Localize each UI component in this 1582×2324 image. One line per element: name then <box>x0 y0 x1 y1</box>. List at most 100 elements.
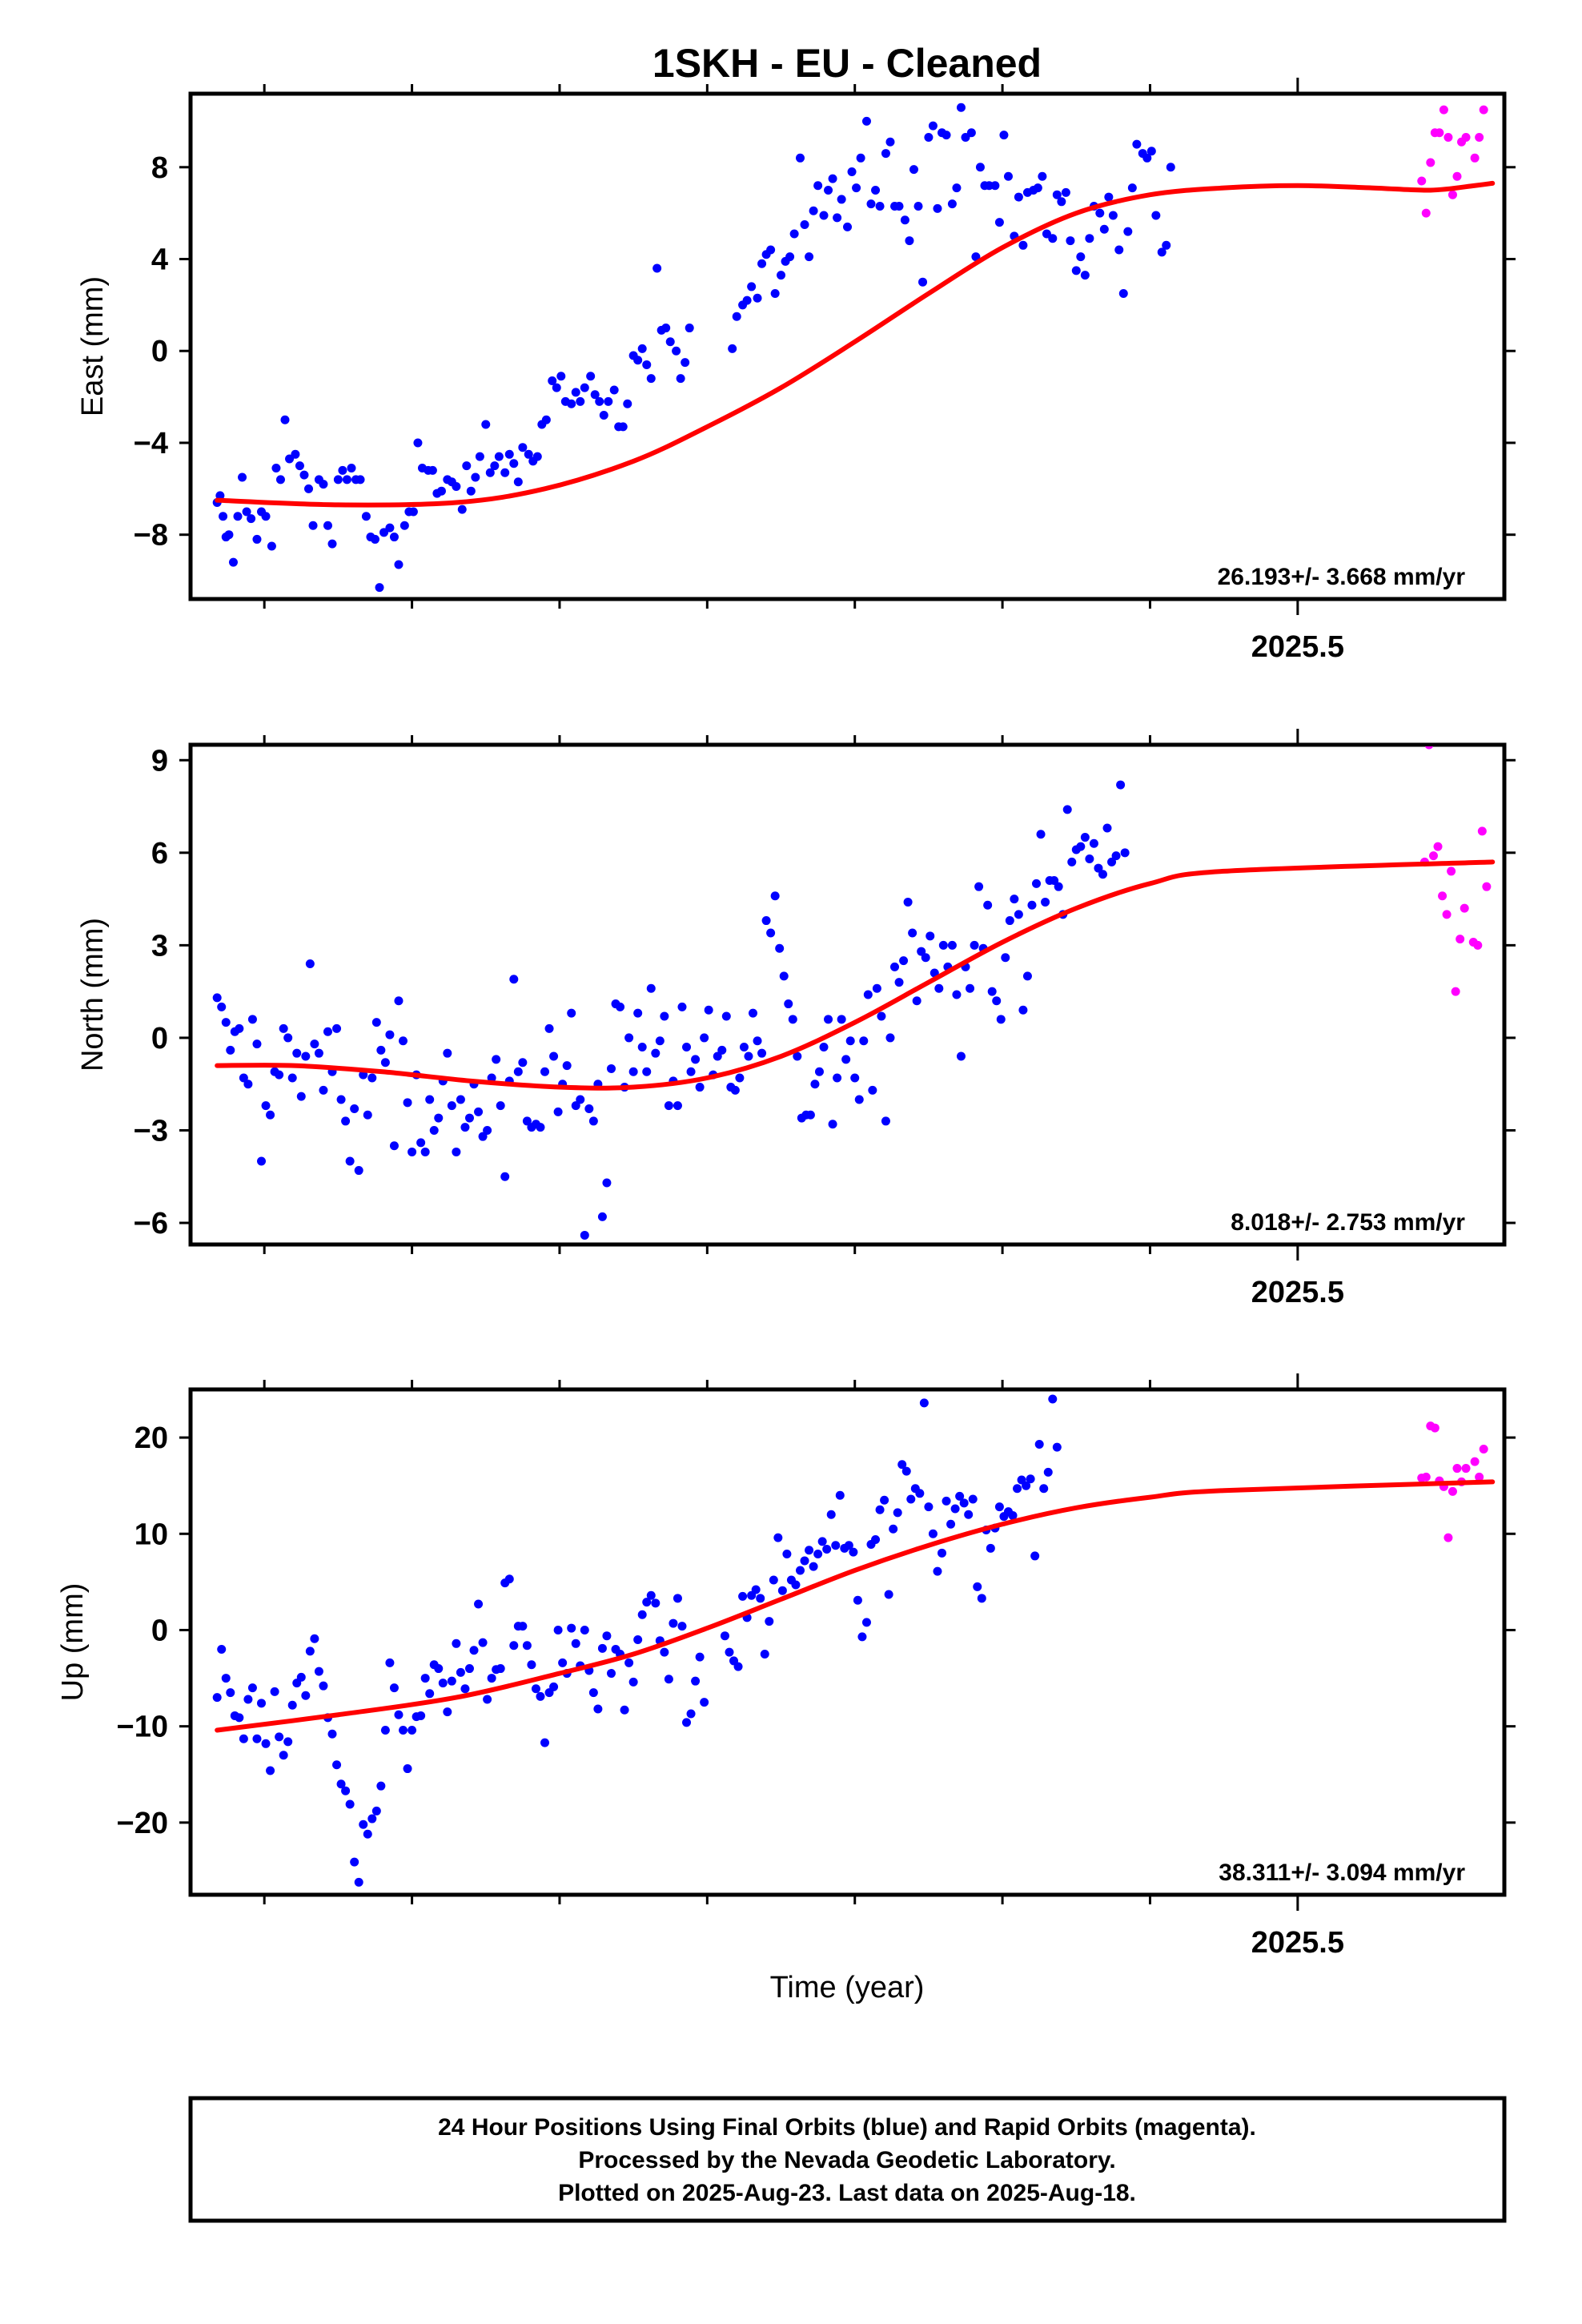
final-orbit-point <box>822 1545 832 1554</box>
final-orbit-point <box>885 137 895 147</box>
final-orbit-point <box>908 928 917 938</box>
final-orbit-point <box>871 1534 881 1544</box>
final-orbit-point <box>766 928 776 938</box>
final-orbit-point <box>332 1023 342 1033</box>
final-orbit-point <box>233 512 243 521</box>
final-orbit-point <box>1085 854 1094 864</box>
final-orbit-point <box>805 1546 814 1555</box>
final-orbit-point <box>837 195 846 204</box>
rapid-orbit-point <box>1439 105 1448 115</box>
final-orbit-point <box>872 983 881 993</box>
final-orbit-point <box>540 1738 550 1747</box>
final-orbit-point <box>389 533 399 542</box>
final-orbit-point <box>1085 234 1094 243</box>
final-orbit-point <box>924 132 934 142</box>
final-orbit-point <box>327 539 337 549</box>
final-orbit-point <box>336 1095 346 1104</box>
final-orbit-point <box>695 1083 705 1092</box>
final-orbit-point <box>1030 1551 1040 1561</box>
final-orbit-point <box>1094 863 1103 873</box>
final-orbit-point <box>1120 848 1130 858</box>
final-orbit-point <box>296 1092 306 1101</box>
final-orbit-point <box>1067 857 1077 866</box>
final-orbit-point <box>275 1732 284 1742</box>
final-orbit-point <box>704 1005 713 1015</box>
final-orbit-point <box>1127 183 1137 193</box>
final-orbit-point <box>436 486 446 496</box>
panel-north: 2025.5 −6 −3 0 3 6 9 North (mm) 8.018+/- 2.753 m… <box>76 729 1516 1309</box>
final-orbit-point <box>447 1101 456 1111</box>
final-orbit-point <box>1018 240 1028 250</box>
final-orbit-point <box>370 534 379 544</box>
final-orbit-point <box>394 1710 404 1719</box>
final-orbit-point <box>1010 895 1019 904</box>
rapid-orbit-point <box>1421 1472 1431 1482</box>
final-orbit-point <box>487 1073 496 1083</box>
final-orbit-point <box>305 1647 315 1656</box>
final-orbit-point <box>1022 971 1032 981</box>
final-orbit-point <box>428 465 437 475</box>
final-orbit-point <box>425 1689 435 1699</box>
rapid-orbit-point <box>1475 132 1484 142</box>
final-orbit-point <box>975 163 985 172</box>
footer-frame <box>188 2096 1507 2223</box>
final-orbit-point <box>773 1533 783 1542</box>
footer-line-1: 24 Hour Positions Using Final Orbits (bl… <box>438 2114 1256 2141</box>
final-orbit-point <box>221 1018 231 1027</box>
final-orbit-point <box>471 472 480 482</box>
final-orbit-point <box>918 277 928 287</box>
final-orbit-point <box>217 1002 227 1011</box>
final-orbit-point <box>354 1166 363 1176</box>
final-orbit-point <box>819 1042 829 1051</box>
final-orbit-point <box>1022 1481 1031 1490</box>
final-orbit-point <box>536 1123 545 1132</box>
final-orbit-point <box>810 1080 820 1089</box>
rapid-orbit-point <box>1461 1464 1471 1474</box>
final-orbit-point <box>973 1582 982 1591</box>
final-orbit-point <box>283 1737 293 1747</box>
final-orbit-point <box>385 523 395 533</box>
final-orbit-point <box>420 1147 430 1156</box>
final-orbit-point <box>1014 192 1023 202</box>
final-orbit-point <box>500 1172 510 1181</box>
rapid-orbit-point <box>1456 935 1465 944</box>
final-orbit-point <box>805 252 814 262</box>
final-orbit-point <box>826 1510 836 1519</box>
final-orbit-point <box>475 452 484 461</box>
final-orbit-point <box>700 1033 709 1043</box>
final-orbit-point <box>685 324 694 333</box>
final-orbit-point <box>664 1675 673 1684</box>
final-orbit-point <box>947 199 957 209</box>
final-orbit-point <box>522 1641 532 1651</box>
y-tick-label: 20 <box>135 1421 168 1455</box>
y-tick-label: −8 <box>134 519 168 553</box>
final-orbit-point <box>266 1110 275 1120</box>
final-orbit-point <box>831 1541 841 1550</box>
final-orbit-point <box>849 1547 858 1557</box>
x-tick-label: 2025.5 <box>1251 630 1344 664</box>
final-orbit-point <box>602 1631 612 1641</box>
final-orbit-point <box>342 475 351 485</box>
rapid-orbit-point <box>1452 171 1462 181</box>
final-orbit-point <box>1032 879 1042 888</box>
final-orbit-point <box>371 1806 381 1815</box>
final-orbit-point <box>261 512 271 521</box>
final-orbit-point <box>784 999 793 1009</box>
final-orbit-point <box>730 1085 740 1095</box>
final-orbit-point <box>299 470 309 480</box>
final-orbit-point <box>624 1658 634 1667</box>
final-orbit-point <box>1048 234 1058 243</box>
data-layer <box>212 103 1496 593</box>
final-orbit-point <box>571 1638 580 1648</box>
final-orbit-point <box>553 1107 563 1116</box>
final-orbit-point <box>805 1110 815 1120</box>
final-orbit-point <box>518 1622 528 1631</box>
final-orbit-point <box>646 983 656 993</box>
final-orbit-point <box>1104 192 1114 202</box>
final-orbit-point <box>1080 833 1090 842</box>
final-orbit-point <box>584 1104 594 1114</box>
final-orbit-point <box>235 1713 244 1723</box>
final-orbit-point <box>367 1073 377 1083</box>
final-orbit-point <box>959 1498 969 1508</box>
final-orbit-point <box>934 983 944 993</box>
